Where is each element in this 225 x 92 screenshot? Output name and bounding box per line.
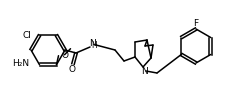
Text: N: N [141, 68, 147, 77]
Text: H: H [91, 41, 97, 51]
Text: Cl: Cl [23, 31, 32, 40]
Text: N: N [89, 38, 95, 47]
Text: H₂N: H₂N [12, 59, 29, 68]
Text: O: O [68, 64, 76, 74]
Text: F: F [194, 20, 198, 29]
Text: O: O [61, 51, 68, 60]
